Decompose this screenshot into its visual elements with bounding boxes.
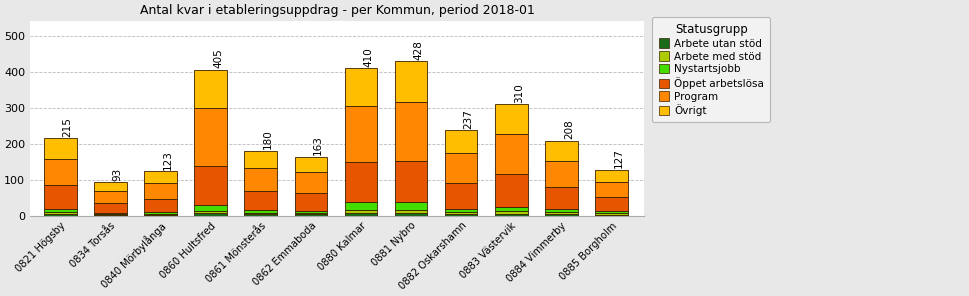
Bar [295,157,328,172]
Legend: Arbete utan stöd, Arbete med stöd, Nystartsjobb, Öppet arbetslösa, Program, Övri: Arbete utan stöd, Arbete med stöd, Nysta… [652,17,770,123]
Bar [194,166,227,205]
Bar [546,210,578,212]
Bar [295,211,328,213]
Bar [345,68,377,106]
Bar [495,214,527,216]
Bar [295,193,328,211]
Bar [295,172,328,193]
Bar [194,210,227,213]
Bar [394,202,427,210]
Bar [194,213,227,216]
Bar [394,102,427,161]
Bar [44,213,77,214]
Bar [495,134,527,174]
Bar [445,153,478,183]
Bar [394,210,427,213]
Bar [595,211,628,213]
Bar [595,182,628,197]
Bar [546,214,578,216]
Bar [595,215,628,216]
Bar [445,212,478,214]
Bar [94,213,127,214]
Bar [44,185,77,209]
Bar [345,106,377,163]
Text: 127: 127 [614,149,624,168]
Bar [194,205,227,210]
Text: 237: 237 [463,109,474,129]
Text: 180: 180 [264,130,273,149]
Bar [194,70,227,108]
Bar [94,191,127,203]
Bar [244,151,277,168]
Bar [445,214,478,216]
Bar [394,62,427,102]
Text: 208: 208 [564,120,574,139]
Text: 410: 410 [363,47,373,67]
Bar [44,214,77,216]
Bar [595,197,628,211]
Text: 428: 428 [414,40,423,60]
Bar [345,163,377,202]
Bar [144,215,176,216]
Bar [144,183,176,199]
Bar [244,214,277,216]
Bar [94,203,127,213]
Bar [44,159,77,185]
Bar [144,199,176,212]
Bar [144,171,176,183]
Bar [546,161,578,187]
Text: 310: 310 [514,83,524,102]
Bar [94,215,127,216]
Bar [44,209,77,213]
Text: 215: 215 [63,117,73,137]
Bar [546,212,578,214]
Bar [445,183,478,209]
Bar [394,161,427,202]
Bar [595,213,628,215]
Bar [345,210,377,213]
Bar [345,202,377,210]
Bar [94,214,127,215]
Text: 405: 405 [213,49,223,68]
Bar [394,213,427,216]
Bar [445,209,478,212]
Bar [144,212,176,214]
Bar [295,213,328,215]
Bar [595,170,628,182]
Bar [194,108,227,166]
Bar [495,207,527,211]
Text: 93: 93 [112,168,123,181]
Bar [94,182,127,191]
Bar [295,215,328,216]
Bar [546,141,578,161]
Bar [495,211,527,214]
Bar [144,214,176,215]
Bar [244,210,277,213]
Title: Antal kvar i etableringsuppdrag - per Kommun, period 2018-01: Antal kvar i etableringsuppdrag - per Ko… [140,4,535,17]
Bar [244,191,277,210]
Text: 123: 123 [163,150,172,170]
Bar [244,213,277,214]
Bar [345,213,377,216]
Bar [44,138,77,159]
Text: 163: 163 [313,136,324,155]
Bar [495,174,527,207]
Bar [495,104,527,134]
Bar [445,130,478,153]
Bar [244,168,277,191]
Bar [546,187,578,210]
